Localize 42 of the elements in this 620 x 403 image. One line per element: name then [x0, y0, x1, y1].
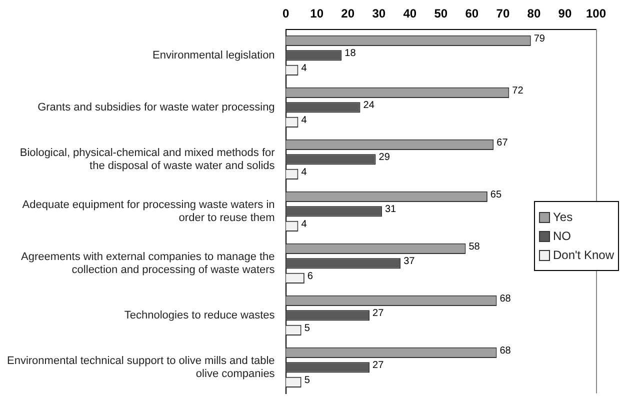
x-tick-label: 80 [527, 6, 541, 21]
y-tick-label: Environmental legislation [152, 49, 275, 62]
data-label: 37 [404, 256, 416, 268]
x-tick-label: 50 [434, 6, 448, 21]
y-tick-label: Grants and subsidies for waste water processing [38, 101, 275, 114]
x-tick-label: 10 [310, 6, 324, 21]
data-label: 4 [301, 114, 308, 126]
data-label: 4 [301, 218, 308, 230]
x-tick-label: 40 [403, 6, 417, 21]
data-label: 72 [512, 85, 524, 96]
legend-label: NO [553, 229, 571, 244]
data-label: 5 [304, 374, 310, 386]
x-tick-label: 20 [341, 6, 355, 21]
data-label: 4 [301, 62, 308, 74]
data-label: 65 [490, 189, 502, 200]
data-label: 29 [378, 152, 390, 164]
data-label: 27 [372, 360, 384, 372]
x-tick-label: 60 [465, 6, 479, 21]
y-tick-label: Agreements with external companies to manage the collection and processing of waste waters [21, 250, 276, 276]
legend-label: Yes [553, 210, 573, 224]
data-label: 58 [468, 241, 480, 252]
x-tick-label: 0 [282, 6, 290, 21]
data-label: 27 [372, 308, 384, 320]
data-label: 5 [304, 322, 310, 334]
text: Don't Know [553, 248, 614, 262]
y-tick-label: Environmental technical support to olive mills and table olive companies [6, 354, 276, 380]
y-tick-label: Adequate equipment for processing waste waters in order to reuse them [22, 198, 275, 224]
x-tick-label: 100 [586, 6, 606, 21]
x-tick-label: 30 [372, 6, 386, 21]
y-tick-label: Biological, physical-chemical and mixed methods for the disposal of waste water and solids [20, 146, 276, 172]
data-label: 68 [500, 345, 512, 356]
data-label: 31 [384, 204, 397, 216]
x-tick-label: 90 [558, 6, 572, 21]
data-label: 24 [363, 100, 375, 112]
data-label: 18 [344, 48, 356, 60]
x-tick-label: 70 [496, 6, 510, 21]
data-label: 68 [500, 293, 512, 304]
data-label: 79 [534, 33, 546, 44]
data-label: 67 [496, 137, 508, 148]
y-tick-label: Technologies to reduce wastes [124, 309, 276, 322]
data-label: 4 [301, 166, 308, 178]
data-label: 6 [307, 270, 314, 282]
